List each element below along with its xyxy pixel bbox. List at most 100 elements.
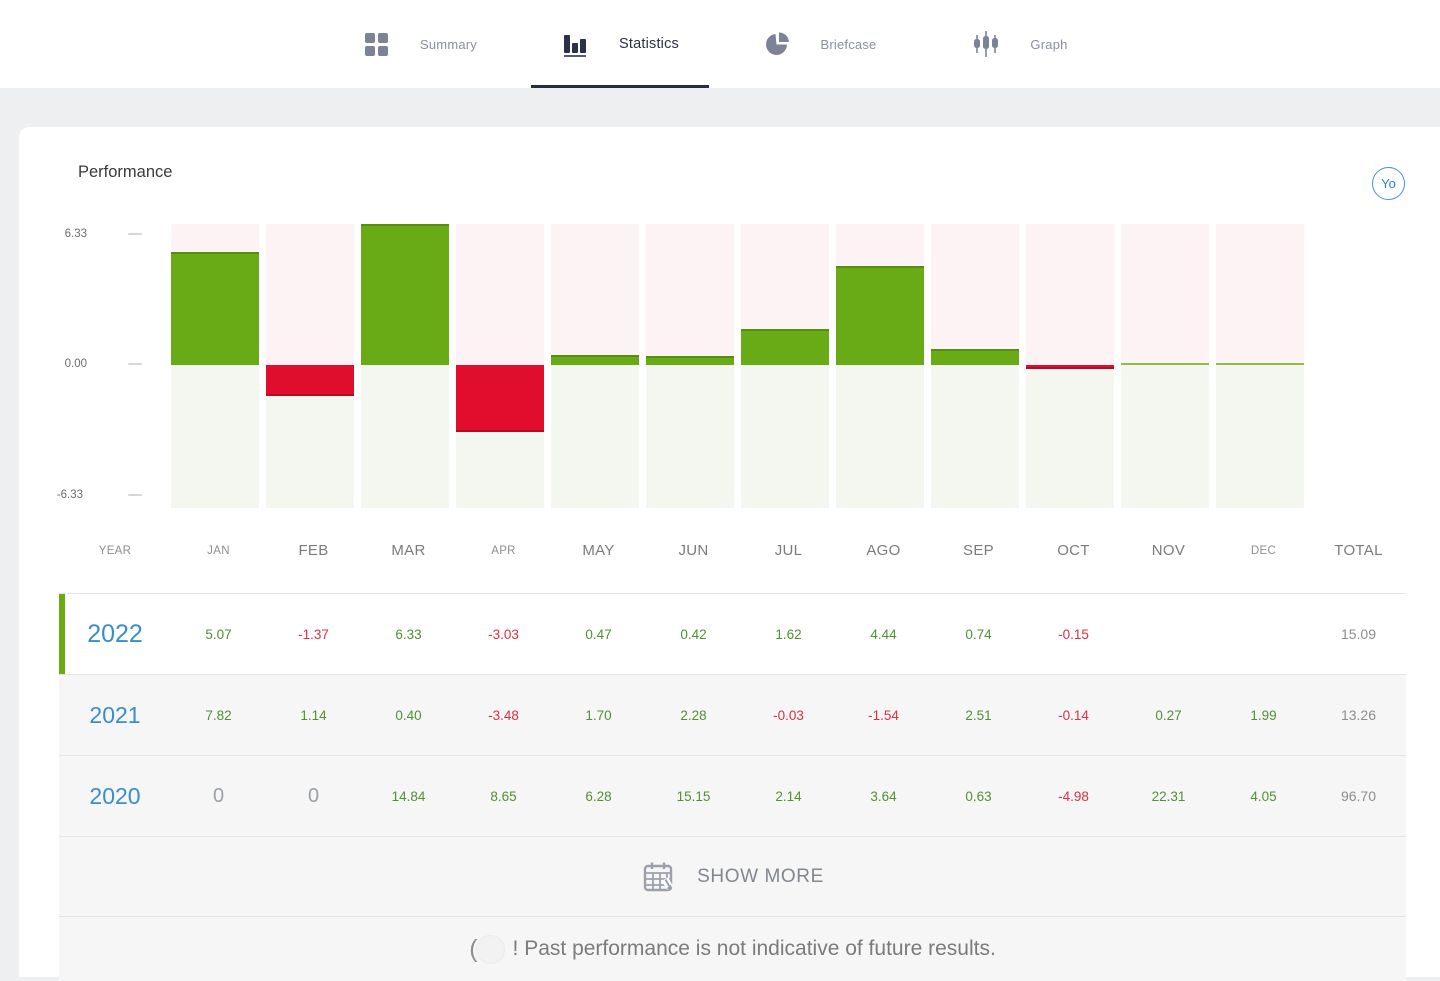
table-row-2020[interactable]: 2020 0 0 14.84 8.65 6.28 15.15 2.14 3.64 0.63 -4.9… — [59, 755, 1406, 836]
y-axis-dash — [128, 494, 142, 496]
performance-bar — [266, 365, 354, 396]
month-value: 1.99 — [1250, 707, 1277, 723]
chart-column-sep[interactable] — [931, 224, 1019, 508]
column-header-nov: NOV — [1151, 542, 1186, 559]
table-row-2022[interactable]: 2022 5.07 -1.37 6.33 -3.03 0.47 0.42 1.62 4.44 0.… — [59, 593, 1406, 674]
disclaimer-paren: ( — [469, 934, 478, 963]
month-value: 22.31 — [1151, 788, 1186, 804]
chart-column-dec[interactable] — [1216, 224, 1304, 508]
top-navigation: Summary Statistics Briefcase — [0, 0, 1440, 88]
column-header-total: TOTAL — [1334, 542, 1383, 559]
show-more-label: SHOW MORE — [697, 865, 824, 887]
month-value: 2.51 — [965, 707, 992, 723]
tab-briefcase[interactable]: Briefcase — [720, 0, 920, 88]
column-positive-region — [1121, 224, 1209, 365]
month-value: 1.70 — [585, 707, 612, 723]
chart-column-jun[interactable] — [646, 224, 734, 508]
candlestick-icon — [972, 29, 1000, 59]
month-value: 4.44 — [870, 626, 897, 642]
chart-column-jan[interactable] — [171, 224, 259, 508]
disclaimer: ( ! Past performance is not indicative o… — [59, 916, 1406, 981]
performance-bar — [1026, 365, 1114, 369]
period-toggle-button[interactable]: Yo — [1372, 167, 1405, 200]
performance-bar — [741, 329, 829, 365]
column-positive-region — [266, 224, 354, 365]
chart-column-jul[interactable] — [741, 224, 829, 508]
column-header-jun: JUN — [678, 542, 709, 559]
month-value: 0.27 — [1155, 707, 1182, 723]
column-header-jan: JAN — [207, 545, 230, 557]
chart-column-ago[interactable] — [836, 224, 924, 508]
show-more-button[interactable]: SHOW MORE — [59, 836, 1406, 916]
chart-column-mar[interactable] — [361, 224, 449, 508]
column-header-dec: DEC — [1250, 545, 1277, 557]
calendar-download-icon — [641, 859, 677, 895]
month-value: 0.42 — [680, 626, 707, 642]
month-value: -0.03 — [773, 707, 804, 723]
chart-column-nov[interactable] — [1121, 224, 1209, 508]
column-header-oct: OCT — [1057, 542, 1090, 559]
performance-table: YEAR JAN FEB MAR APR MAY JUN JUL AGO SEP OCT NOV DEC… — [59, 530, 1406, 981]
month-value: 6.33 — [395, 626, 422, 642]
month-value: -1.54 — [868, 707, 899, 723]
month-value: 0.74 — [965, 626, 992, 642]
month-value: 0.47 — [585, 626, 612, 642]
column-negative-region — [836, 365, 924, 508]
tab-summary[interactable]: Summary — [320, 0, 520, 88]
performance-bar — [456, 365, 544, 432]
performance-bar — [361, 224, 449, 365]
page-title: Performance — [78, 163, 173, 181]
table-header-row: YEAR JAN FEB MAR APR MAY JUN JUL AGO SEP OCT NOV DEC… — [59, 530, 1406, 593]
tab-graph[interactable]: Graph — [920, 0, 1120, 88]
month-value: 1.62 — [775, 626, 802, 642]
month-value: -1.37 — [298, 626, 329, 642]
month-value: 7.82 — [205, 707, 232, 723]
column-header-may: MAY — [582, 542, 615, 559]
performance-card: Performance Yo 6.33 0.00 -6.33 YEAR JAN FE… — [19, 127, 1440, 981]
y-axis-tick-max: 6.33 — [64, 228, 87, 240]
total-value: 96.70 — [1340, 788, 1377, 804]
column-negative-region — [1026, 365, 1114, 508]
column-positive-region — [1026, 224, 1114, 365]
month-value: 0.63 — [965, 788, 992, 804]
performance-bar — [646, 356, 734, 365]
year-label: 2022 — [87, 619, 143, 648]
tab-statistics-label: Statistics — [618, 36, 679, 52]
performance-bar — [1121, 363, 1209, 365]
month-value: -3.03 — [488, 626, 519, 642]
year-label: 2021 — [89, 701, 141, 728]
column-header-jul: JUL — [774, 542, 803, 559]
column-negative-region — [171, 365, 259, 508]
column-positive-region — [1216, 224, 1304, 365]
chart-column-apr[interactable] — [456, 224, 544, 508]
column-header-apr: APR — [491, 545, 516, 557]
month-value: 2.28 — [680, 707, 707, 723]
column-negative-region — [646, 365, 734, 508]
month-value: 2.14 — [775, 788, 802, 804]
month-value: -0.14 — [1058, 707, 1089, 723]
month-value: 5.07 — [205, 626, 232, 642]
chart-column-may[interactable] — [551, 224, 639, 508]
column-header-mar: MAR — [391, 542, 426, 559]
column-header-ago: AGO — [866, 542, 901, 559]
month-value: 1.14 — [300, 707, 327, 723]
bar-chart-icon — [561, 30, 589, 58]
month-value: 4.05 — [1250, 788, 1277, 804]
chart-column-oct[interactable] — [1026, 224, 1114, 508]
performance-bar — [171, 252, 259, 365]
month-value: 0 — [212, 784, 225, 807]
column-negative-region — [741, 365, 829, 508]
column-positive-region — [551, 224, 639, 365]
month-value: 3.64 — [870, 788, 897, 804]
alert-circle-icon — [475, 934, 505, 964]
tab-graph-label: Graph — [1030, 36, 1068, 52]
month-value: 6.28 — [585, 788, 612, 804]
y-axis-dash — [128, 363, 142, 365]
chart-column-feb[interactable] — [266, 224, 354, 508]
total-value: 15.09 — [1340, 626, 1377, 642]
tab-statistics[interactable]: Statistics — [520, 0, 720, 88]
performance-bar — [551, 355, 639, 365]
performance-bar — [836, 266, 924, 365]
table-row-2021[interactable]: 2021 7.82 1.14 0.40 -3.48 1.70 2.28 -0.03 -1.54 2… — [59, 674, 1406, 755]
month-value: -4.98 — [1058, 788, 1089, 804]
